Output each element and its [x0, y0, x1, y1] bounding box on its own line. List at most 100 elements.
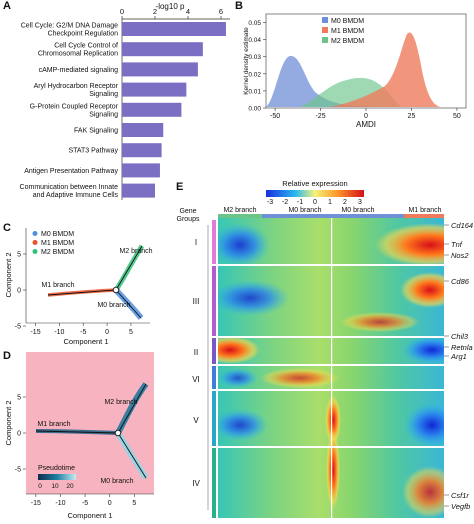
b-legend-swatch-1 — [322, 27, 328, 33]
pathway-label-2: cAMP-mediated signaling — [39, 67, 118, 74]
c-legend-dot-0 — [32, 231, 38, 236]
pathway-label-0-a: Cell Cycle: G2/M DNA Damage — [21, 23, 118, 30]
panel-d-m1-branch: M1 branch — [37, 421, 70, 428]
expression-colorbar — [266, 190, 364, 197]
pathway-bar-7 — [122, 163, 160, 178]
panel-b-x-ticks: -50 -25 0 25 50 — [270, 108, 461, 120]
c-legend-label-2: M2 BMDM — [41, 249, 74, 256]
c-ytick-label-2: 5 — [17, 252, 21, 259]
d-ytick-label-1: 0 — [17, 431, 21, 438]
pathway-label-7: Antigen Presentation Pathway — [24, 168, 118, 175]
colorbar-tick-3: 0 — [313, 199, 317, 206]
panel-d-xlabel: Component 1 — [67, 511, 112, 520]
c-xtick-label-1: -10 — [54, 329, 64, 336]
c-legend-label-0: M0 BMDM — [41, 231, 74, 238]
panel-c-trajectory — [47, 244, 145, 320]
pathway-bar-8 — [122, 183, 155, 198]
panel-letter-d: D — [3, 350, 11, 362]
pathway-bar-5 — [122, 123, 164, 137]
pseudotime-tick-0: 0 — [38, 483, 42, 490]
panel-d-x-ticks: -15 -10 -5 0 5 — [31, 494, 136, 507]
c-legend-dot-1 — [32, 240, 38, 245]
b-xtick-label-1: -25 — [315, 113, 325, 120]
b-xtick-label-4: 50 — [453, 113, 461, 120]
panel-a-x-ticks: 0 2 4 6 — [120, 7, 223, 19]
d-xtick-label-2: -5 — [82, 500, 88, 507]
b-ytick-label-2: 0.02 — [248, 71, 261, 78]
d-xtick-label-4: 5 — [132, 500, 136, 507]
c-ytick-label-0: -5 — [15, 324, 21, 331]
pathway-label-1-a: Cell Cycle Control of — [54, 43, 118, 50]
gene-label-vegfb: Vegfb — [451, 502, 470, 511]
gene-group-I: I — [195, 238, 197, 247]
b-legend-label-2: M2 BMDM — [331, 38, 364, 45]
panel-letter-e: E — [176, 181, 183, 193]
branch-label-m1: M1 branch — [408, 207, 441, 214]
panel-b-xlabel: AMDI — [356, 120, 376, 129]
density-m1 — [330, 32, 440, 108]
panel-c-m1-branch: M1 branch — [41, 282, 74, 289]
panel-letter-c: C — [3, 222, 11, 234]
panel-c-x-ticks: -15 -10 -5 0 5 — [30, 323, 133, 336]
gene-label-arg1: Arg1 — [450, 352, 467, 361]
d-xtick-label-3: 0 — [108, 500, 112, 507]
branch-bar-m0-left — [262, 214, 332, 218]
a-tick-label-2: 4 — [186, 7, 190, 16]
panel-c-ylabel: Component 2 — [4, 252, 13, 297]
branch-label-m2: M2 branch — [223, 207, 256, 214]
gene-groups-title-1: Gene — [179, 208, 196, 215]
b-ytick-label-1: 0.01 — [248, 88, 261, 95]
c-xtick-label-2: -5 — [80, 329, 86, 336]
gene-group-VI: VI — [192, 375, 200, 384]
c-legend-dot-2 — [32, 249, 38, 254]
panel-b-legend: M0 BMDM M1 BMDM M2 BMDM — [322, 17, 364, 45]
gene-label-chil3: Chil3 — [451, 332, 469, 341]
a-tick-label-3: 6 — [219, 7, 223, 16]
pathway-label-6: STAT3 Pathway — [68, 148, 118, 155]
panel-letter-b: B — [235, 0, 243, 12]
b-xtick-label-0: -50 — [270, 113, 280, 120]
b-legend-label-0: M0 BMDM — [331, 18, 364, 25]
pathway-bar-6 — [122, 143, 162, 158]
gene-label-csf1r: Csf1r — [451, 491, 469, 500]
b-xtick-label-3: 25 — [408, 113, 416, 120]
panel-c-y-ticks: -5 0 5 — [15, 252, 26, 331]
a-tick-label-0: 0 — [120, 7, 124, 16]
d-xtick-label-1: -10 — [55, 500, 65, 507]
colorbar-tick-1: -2 — [282, 199, 288, 206]
panel-e: E Relative expression -3 -2 -1 0 1 2 3 Gene Gr… — [176, 179, 473, 518]
panel-d-plot-area — [26, 352, 154, 494]
panel-a: A -log10 p 0 2 4 6 Cell Cycle: G2/M DNA Dam… — [3, 0, 230, 200]
d-ytick-label-0: -5 — [15, 467, 21, 474]
branch-bar-m0-right — [332, 214, 404, 218]
gene-label-cd86: Cd86 — [451, 277, 470, 286]
panel-d-legend: Pseudotime 0 10 20 — [38, 465, 76, 490]
c-legend-label-1: M1 BMDM — [41, 240, 74, 247]
gene-group-IV: IV — [192, 479, 200, 488]
branch-bar-m1 — [404, 214, 444, 218]
panel-d-ylabel: Component 2 — [4, 400, 13, 445]
panel-d-y-ticks: -5 0 5 — [15, 395, 26, 474]
pathway-label-8-a: Communication between Innate — [20, 184, 119, 191]
pathway-label-0-b: Checkpoint Regulation — [48, 31, 119, 38]
d-xtick-label-0: -15 — [31, 500, 41, 507]
pathway-label-3-a: Aryl Hydrocarbon Receptor — [34, 83, 119, 90]
panel-b-density-curves — [266, 32, 440, 108]
b-ytick-label-3: 0.03 — [248, 54, 261, 61]
colorbar-tick-2: -1 — [297, 199, 303, 206]
panel-d-trajectory — [35, 382, 149, 480]
gene-label-tnf: Tnf — [451, 240, 463, 249]
a-tick-label-1: 2 — [153, 7, 157, 16]
b-legend-swatch-0 — [322, 17, 328, 23]
colorbar-tick-0: -3 — [267, 199, 273, 206]
c-ytick-label-1: 0 — [17, 288, 21, 295]
colorbar-title: Relative expression — [282, 179, 347, 188]
colorbar-tick-4: 1 — [328, 199, 332, 206]
density-m0 — [266, 55, 370, 107]
pathway-label-5: FAK Signaling — [74, 128, 118, 135]
pathway-bar-0 — [122, 22, 226, 36]
panel-c: C M0 BMDM M1 BMDM M2 BMDM M2 branch M1 bra… — [3, 222, 153, 346]
b-xtick-label-2: 0 — [364, 113, 368, 120]
colorbar-tick-5: 2 — [343, 199, 347, 206]
